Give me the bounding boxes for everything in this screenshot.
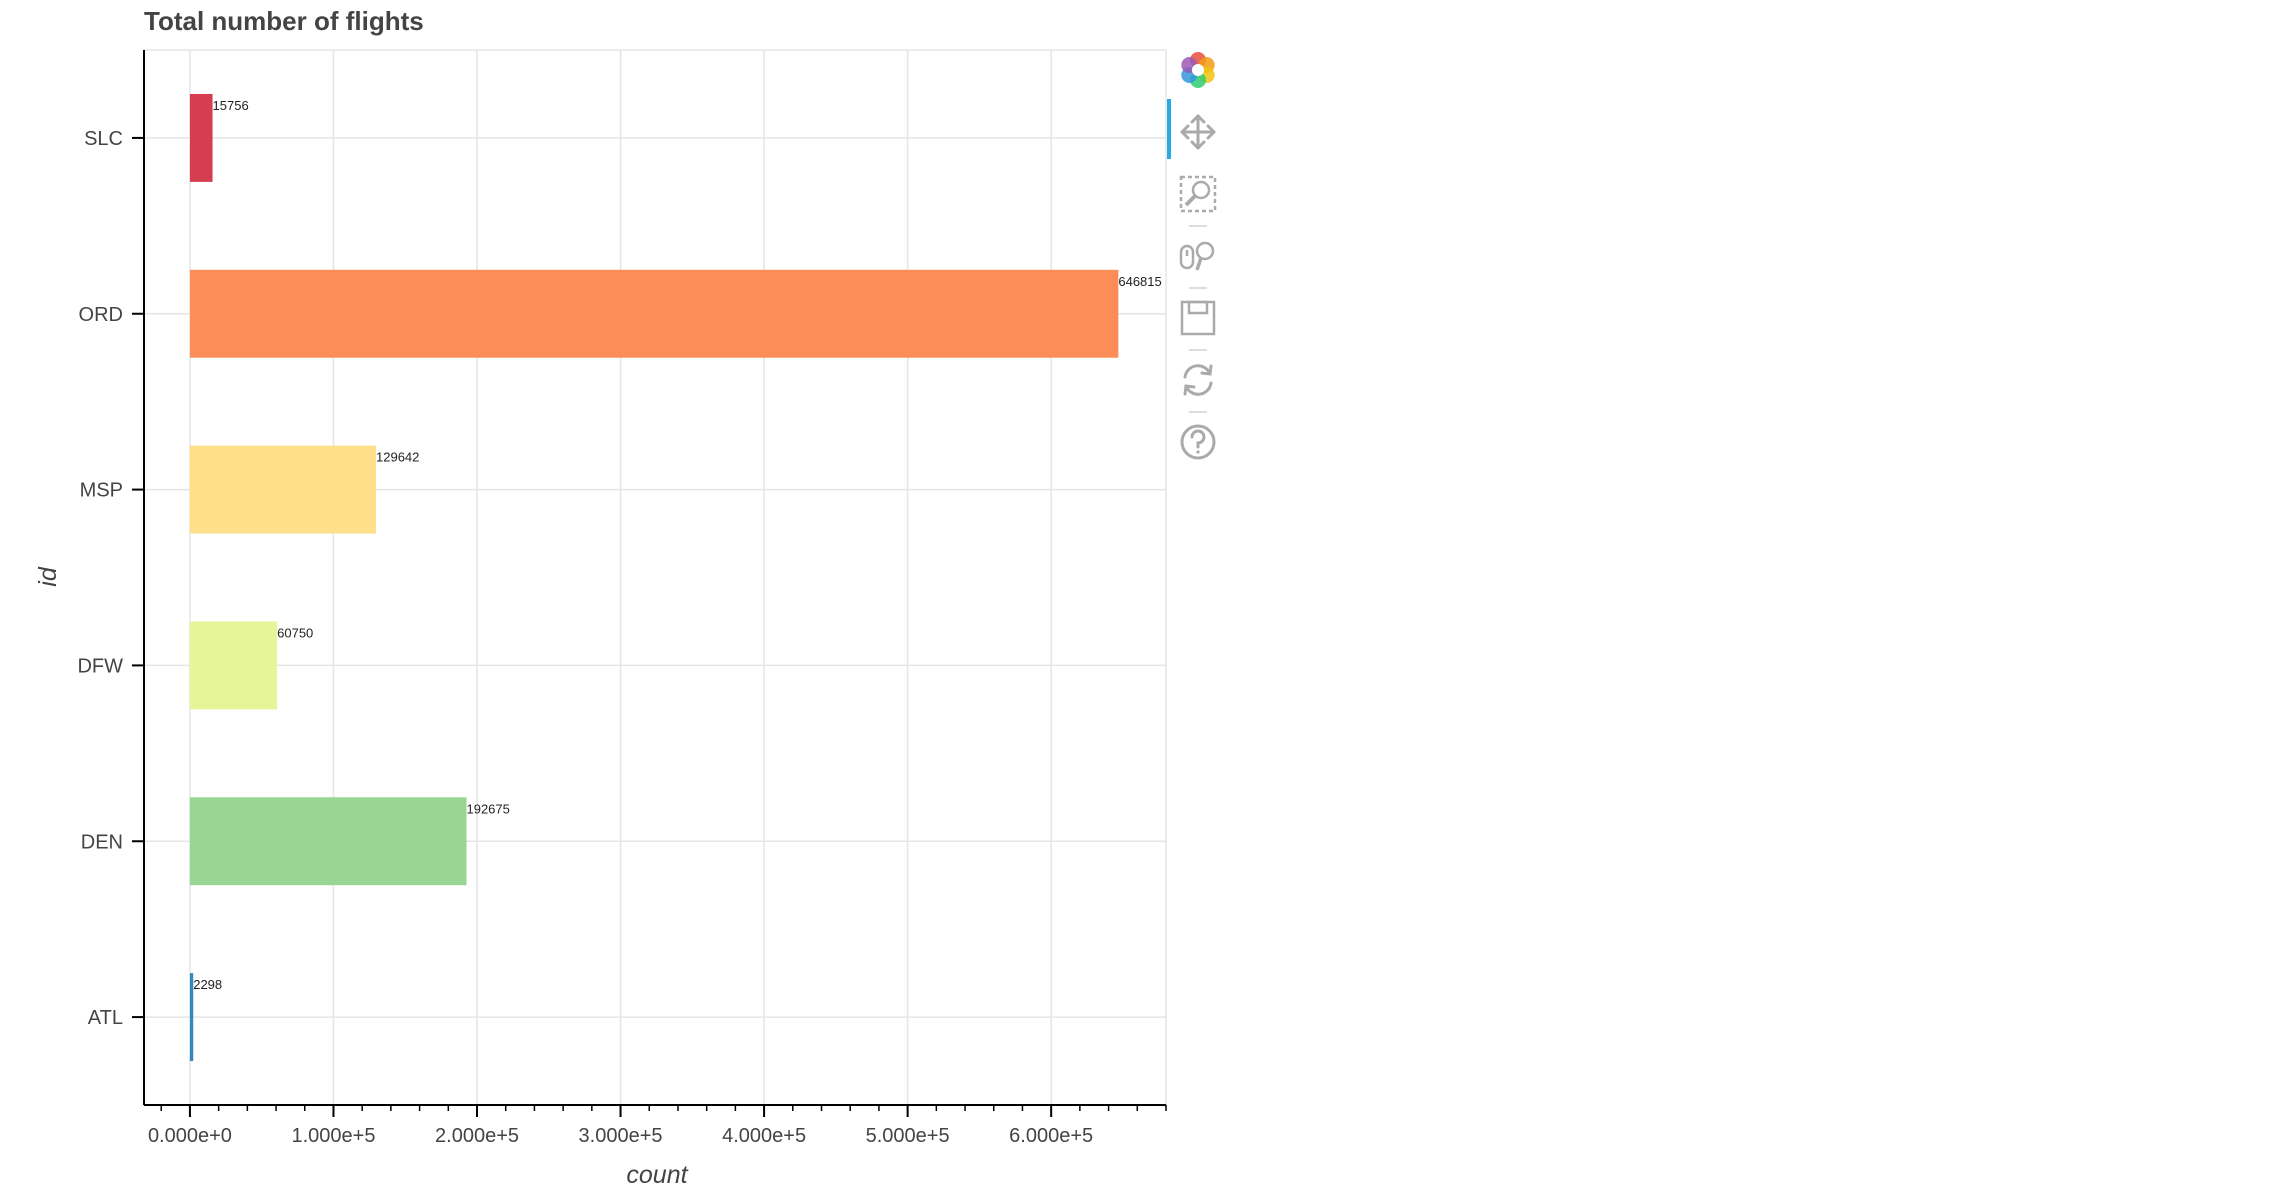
x-axis-label: count	[626, 1161, 688, 1189]
x-tick-label: 0.000e+0	[148, 1125, 232, 1147]
y-tick-label: ATL	[88, 1007, 123, 1029]
bar-atl[interactable]	[189, 973, 194, 1062]
x-tick-label: 1.000e+5	[291, 1125, 375, 1147]
x-tick-label: 2.000e+5	[435, 1125, 519, 1147]
grid-lines	[144, 50, 1166, 1105]
toolbar	[1172, 44, 1224, 464]
y-tick-label: SLC	[84, 128, 123, 150]
bokeh-logo-icon	[1172, 44, 1224, 96]
bar-den[interactable]	[189, 797, 467, 886]
data-labels: 2298 192675 60750 129642 646815 15756	[193, 98, 1162, 992]
y-axis-label: id	[34, 566, 62, 587]
data-label: 646815	[1118, 274, 1161, 289]
y-tick-label: ORD	[79, 304, 123, 326]
x-tick-label: 3.000e+5	[579, 1125, 663, 1147]
y-tick-label: MSP	[80, 480, 123, 502]
data-label: 60750	[277, 625, 313, 640]
toolbar-separator	[1189, 225, 1207, 227]
data-label: 129642	[376, 450, 419, 465]
data-label: 192675	[466, 801, 509, 816]
pan-tool-icon[interactable]	[1172, 106, 1224, 158]
x-tick-label: 4.000e+5	[722, 1125, 806, 1147]
wheel-zoom-tool-icon[interactable]	[1172, 230, 1224, 282]
y-tick-label: DFW	[77, 655, 123, 677]
chart-title: Total number of flights	[144, 6, 424, 36]
toolbar-separator	[1189, 411, 1207, 413]
reset-tool-icon[interactable]	[1172, 354, 1224, 406]
axes: 0.000e+0 1.000e+5 2.000e+5 3.000e+5 4.000e+5…	[77, 50, 1167, 1147]
active-tool-indicator	[1167, 99, 1171, 159]
bar-ord[interactable]	[189, 269, 1119, 358]
bar-chart[interactable]: 2298 192675 60750 129642 646815 15756 0.000e+…	[0, 0, 1172, 1196]
toolbar-separator	[1189, 349, 1207, 351]
y-tick-label: DEN	[81, 831, 123, 853]
help-tool-icon[interactable]	[1172, 416, 1224, 468]
x-tick-label: 5.000e+5	[866, 1125, 950, 1147]
data-label: 2298	[193, 977, 222, 992]
bars	[189, 93, 1119, 1062]
data-label: 15756	[213, 98, 249, 113]
box-zoom-tool-icon[interactable]	[1172, 168, 1224, 220]
save-tool-icon[interactable]	[1172, 292, 1224, 344]
plot-frame	[143, 49, 1167, 1106]
bar-msp[interactable]	[189, 445, 377, 534]
bar-dfw[interactable]	[189, 621, 278, 710]
x-tick-label: 6.000e+5	[1009, 1125, 1093, 1147]
toolbar-separator	[1189, 287, 1207, 289]
bar-slc[interactable]	[189, 93, 213, 182]
